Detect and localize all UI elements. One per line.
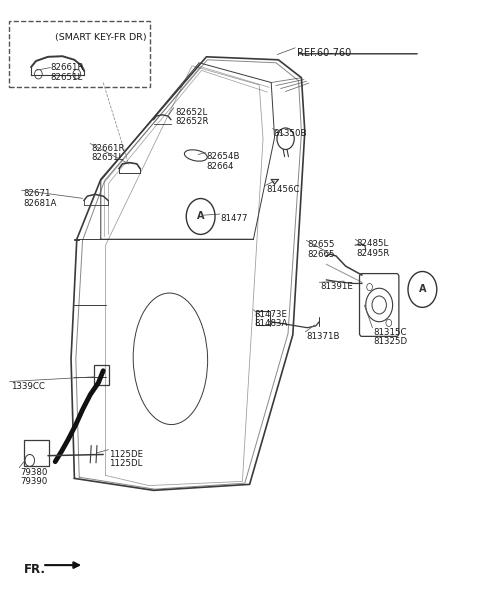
Text: 82681A: 82681A [23, 199, 57, 208]
Text: 82652R: 82652R [175, 117, 209, 126]
Text: 82661R: 82661R [91, 144, 125, 152]
Text: (SMART KEY-FR DR): (SMART KEY-FR DR) [55, 33, 147, 42]
Text: 82652L: 82652L [175, 108, 207, 117]
Text: 82655: 82655 [307, 240, 335, 249]
Text: A: A [419, 285, 426, 294]
Text: 82495R: 82495R [356, 249, 390, 258]
Text: 82485L: 82485L [356, 239, 388, 248]
Text: 1339CC: 1339CC [11, 382, 45, 390]
Text: 81350B: 81350B [274, 129, 307, 138]
Text: FR.: FR. [24, 563, 46, 576]
Text: 81391E: 81391E [321, 282, 353, 291]
Text: 82671: 82671 [23, 189, 50, 198]
Text: 81456C: 81456C [266, 185, 300, 194]
Text: 81371B: 81371B [306, 332, 340, 341]
Text: 81473E: 81473E [254, 310, 288, 319]
Text: 81477: 81477 [221, 214, 248, 223]
Text: 1125DL: 1125DL [109, 459, 143, 468]
Text: REF.60-760: REF.60-760 [297, 48, 351, 58]
Text: 1125DE: 1125DE [109, 450, 144, 459]
Text: A: A [197, 212, 204, 221]
Text: 79380: 79380 [20, 468, 48, 477]
Text: 82654B: 82654B [206, 152, 240, 161]
Text: 79390: 79390 [20, 477, 48, 486]
Text: 82651L: 82651L [91, 153, 123, 162]
Text: 82651L: 82651L [50, 73, 83, 82]
Text: 82661R: 82661R [50, 63, 84, 72]
Text: 82665: 82665 [307, 250, 335, 259]
Text: 81315C: 81315C [373, 328, 407, 337]
Text: 82664: 82664 [206, 162, 234, 171]
Text: 81325D: 81325D [373, 337, 408, 346]
Text: 81483A: 81483A [254, 319, 288, 328]
